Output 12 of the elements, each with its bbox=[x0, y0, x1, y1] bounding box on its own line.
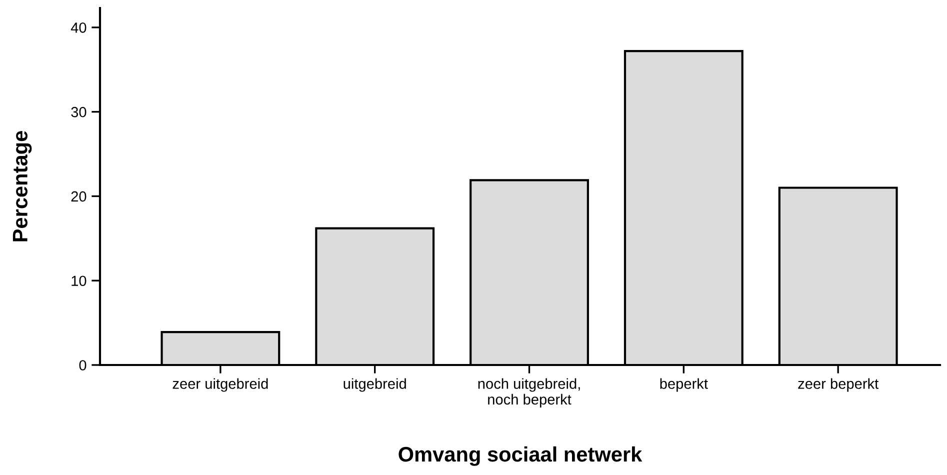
y-tick-label: 0 bbox=[79, 360, 86, 370]
y-tick-label: 30 bbox=[71, 106, 86, 118]
y-tick-label: 20 bbox=[71, 191, 86, 202]
y-tick-label: 40 bbox=[70, 22, 86, 33]
x-tick-label: noch uitgebreid, noch beperkt bbox=[478, 378, 580, 408]
x-tick-label: zeer beperkt bbox=[798, 378, 879, 392]
y-tick-label: 10 bbox=[72, 276, 86, 286]
x-tick-label: zeer uitgebreid bbox=[172, 378, 268, 392]
x-tick-label: uitgebreid bbox=[344, 378, 406, 392]
x-tick-label: beperkt bbox=[660, 378, 708, 392]
y-axis-title: Percentage bbox=[12, 131, 32, 242]
x-axis-title: Omvang sociaal netwerk bbox=[398, 446, 642, 466]
